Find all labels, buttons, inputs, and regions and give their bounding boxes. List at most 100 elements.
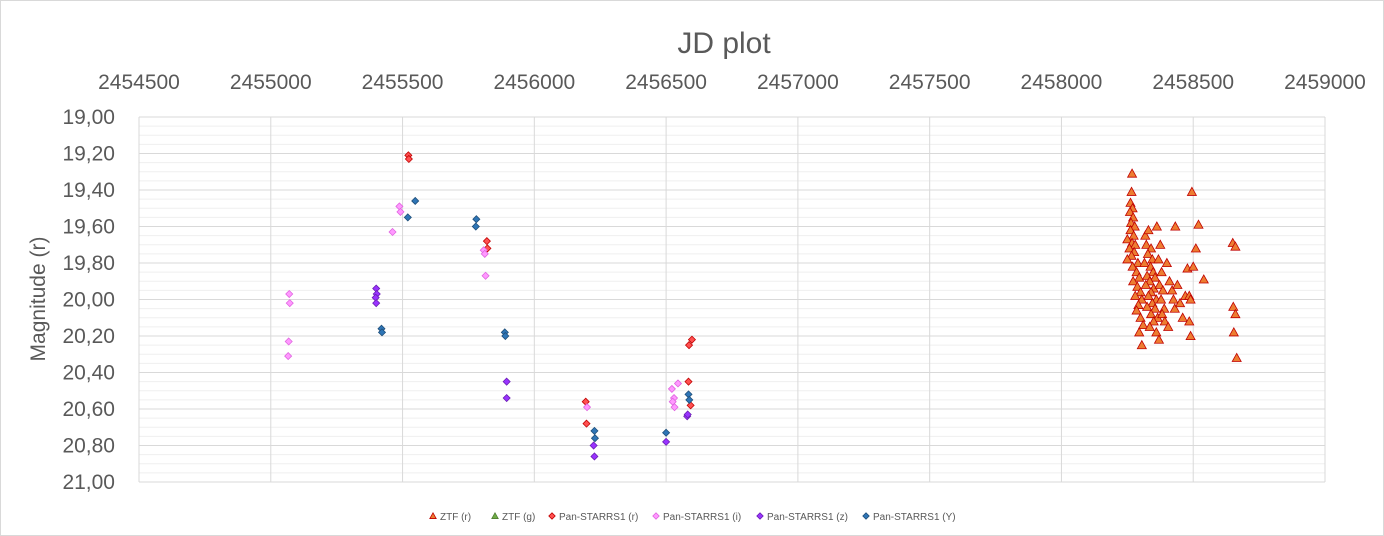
data-point [1130, 290, 1141, 300]
data-point [1155, 239, 1166, 249]
data-point [1122, 233, 1133, 244]
legend-item: Pan-STARRS1 (r) [548, 512, 638, 523]
data-point [1188, 261, 1199, 271]
data-point [1231, 352, 1242, 362]
data-point [395, 202, 404, 211]
data-point [590, 426, 599, 435]
data-point [1186, 186, 1198, 196]
data-point [685, 395, 694, 404]
data-point [471, 222, 480, 231]
data-point [581, 397, 590, 406]
data-points [284, 151, 1242, 461]
data-point [1193, 219, 1204, 229]
data-point [1124, 206, 1136, 216]
legend: ZTF (r) ZTF (g) Pan-STARRS1 (r) Pan-STARRS1… [429, 511, 956, 523]
data-point [1166, 285, 1178, 295]
legend-item: Pan-STARRS1 (Y) [862, 512, 956, 523]
data-point [1129, 221, 1140, 231]
x-tick-label: 2455000 [230, 71, 312, 94]
data-point [1127, 275, 1139, 286]
y-tick-label: 19,60 [62, 216, 115, 239]
y-tick-label: 19,40 [62, 179, 115, 202]
x-tick-label: 2454500 [98, 71, 180, 94]
data-point [388, 227, 397, 237]
data-point [1174, 297, 1186, 308]
data-point [667, 384, 676, 393]
data-point [582, 403, 592, 412]
y-tick-label: 19,80 [62, 252, 115, 275]
x-tick-label: 2458000 [1021, 71, 1103, 94]
legend-item: Pan-STARRS1 (z) [756, 512, 848, 523]
data-point [1228, 327, 1239, 337]
data-point [1177, 312, 1188, 322]
data-point [1143, 290, 1154, 300]
y-axis-label: Magnitude (r) [27, 237, 50, 362]
chart-title: JD plot [677, 27, 771, 60]
legend-marker [429, 511, 437, 519]
data-point [403, 213, 412, 222]
data-point [1170, 221, 1181, 231]
data-point [1141, 239, 1152, 249]
data-point [1145, 308, 1157, 319]
data-point [1126, 168, 1138, 178]
x-tick-label: 2456500 [625, 71, 707, 94]
x-tick-label: 2457500 [889, 71, 971, 94]
legend-label: Pan-STARRS1 (i) [663, 512, 741, 523]
data-point [1135, 286, 1146, 297]
data-point [1126, 186, 1137, 196]
data-point [662, 428, 671, 437]
data-point [1142, 248, 1154, 258]
data-point [1190, 243, 1202, 253]
data-point [662, 437, 671, 446]
data-point [502, 377, 511, 386]
data-point [1131, 305, 1142, 315]
data-point [683, 410, 692, 419]
data-point [1153, 254, 1164, 264]
legend-label: Pan-STARRS1 (Y) [873, 512, 956, 523]
data-point [673, 379, 683, 388]
data-point [1126, 250, 1137, 260]
legend-marker [652, 512, 660, 520]
x-tick-label: 2457000 [757, 71, 839, 94]
data-point [1124, 243, 1135, 253]
data-point [481, 271, 490, 280]
data-point [1169, 303, 1180, 313]
data-point [1185, 294, 1196, 304]
data-point [589, 441, 598, 450]
x-tick-label: 2456000 [493, 71, 575, 94]
data-point [1230, 241, 1241, 251]
data-point [1136, 339, 1148, 350]
y-tick-label: 20,20 [62, 325, 115, 348]
y-tick-label: 20,60 [62, 398, 115, 421]
data-point [1198, 274, 1209, 284]
data-point [684, 341, 694, 350]
data-point [377, 328, 387, 337]
data-point [1135, 312, 1146, 322]
data-point [372, 299, 381, 308]
data-point [1151, 221, 1163, 231]
data-point [1144, 321, 1155, 331]
data-point [1128, 230, 1139, 240]
data-point [501, 331, 510, 341]
data-point [582, 419, 591, 428]
series-pan-starrs1-r- [404, 151, 697, 428]
data-point [285, 289, 294, 299]
legend-item: Pan-STARRS1 (i) [652, 512, 741, 523]
data-point [411, 196, 420, 206]
data-point [1127, 261, 1138, 271]
data-point [1132, 257, 1144, 268]
data-point [1154, 279, 1165, 289]
y-tick-label: 20,80 [62, 435, 115, 458]
data-point [670, 403, 679, 412]
data-point [1172, 279, 1183, 289]
series-pan-starrs1-i- [284, 202, 683, 412]
data-point [1184, 316, 1195, 326]
legend-marker [862, 512, 870, 520]
data-point [1159, 316, 1170, 326]
data-point [1148, 316, 1159, 326]
legend-marker [548, 512, 556, 520]
data-point [1122, 254, 1133, 264]
data-point [1149, 272, 1161, 282]
data-point [686, 401, 695, 410]
